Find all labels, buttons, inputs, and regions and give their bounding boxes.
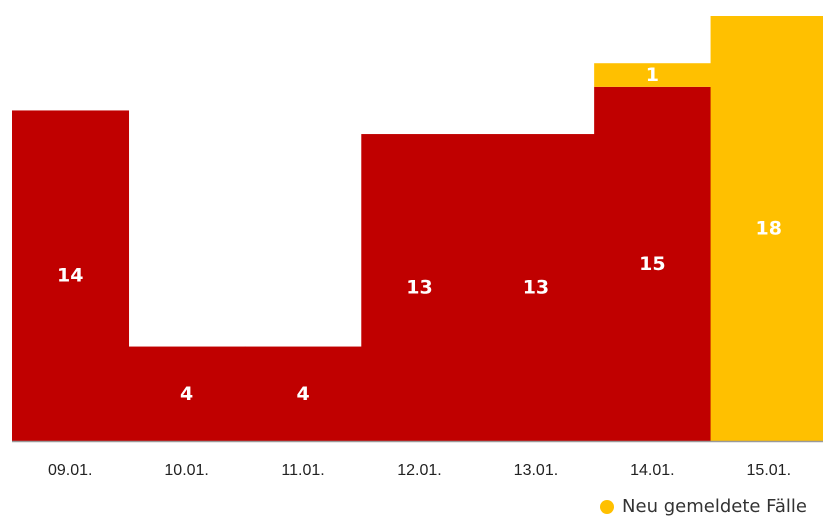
x-tick-label-5: 13.01.	[514, 462, 558, 479]
data-label-series0-2: 4	[180, 383, 193, 405]
bar-series0-5	[477, 134, 595, 442]
x-tick-label-6: 14.01.	[630, 462, 674, 479]
data-label-series0-6: 15	[639, 253, 665, 275]
data-label-series0-4: 13	[406, 277, 432, 299]
legend: Neu gemeldete Fälle	[600, 496, 807, 517]
x-tick-label-4: 12.01.	[397, 462, 441, 479]
bar-series0-2	[128, 346, 246, 441]
bars-group	[12, 16, 823, 442]
x-tick-label-2: 10.01.	[164, 462, 208, 479]
legend-label: Neu gemeldete Fälle	[622, 496, 807, 517]
bar-series0-1	[12, 110, 130, 441]
bar-series1-6	[594, 63, 712, 87]
bar-series1-7	[710, 16, 823, 441]
x-tick-label-3: 11.01.	[281, 462, 324, 479]
data-label-series1-6: 1	[646, 64, 659, 86]
bar-series0-3	[244, 346, 362, 441]
data-label-series0-1: 14	[57, 265, 83, 287]
data-label-series0-3: 4	[296, 383, 309, 405]
bar-series0-6	[594, 86, 712, 441]
data-label-series1-7: 18	[756, 218, 782, 240]
data-label-series0-5: 13	[523, 277, 549, 299]
bar-series0-4	[361, 134, 479, 442]
legend-marker	[600, 499, 615, 514]
data-labels: 14 4 4 13 13 15 1 18	[57, 64, 782, 405]
x-tick-label-1: 09.01.	[48, 462, 92, 479]
x-tick-labels: 09.01. 10.01. 11.01. 12.01. 13.01. 14.01. 15.0…	[48, 462, 791, 479]
x-tick-label-7: 15.01.	[747, 462, 791, 479]
